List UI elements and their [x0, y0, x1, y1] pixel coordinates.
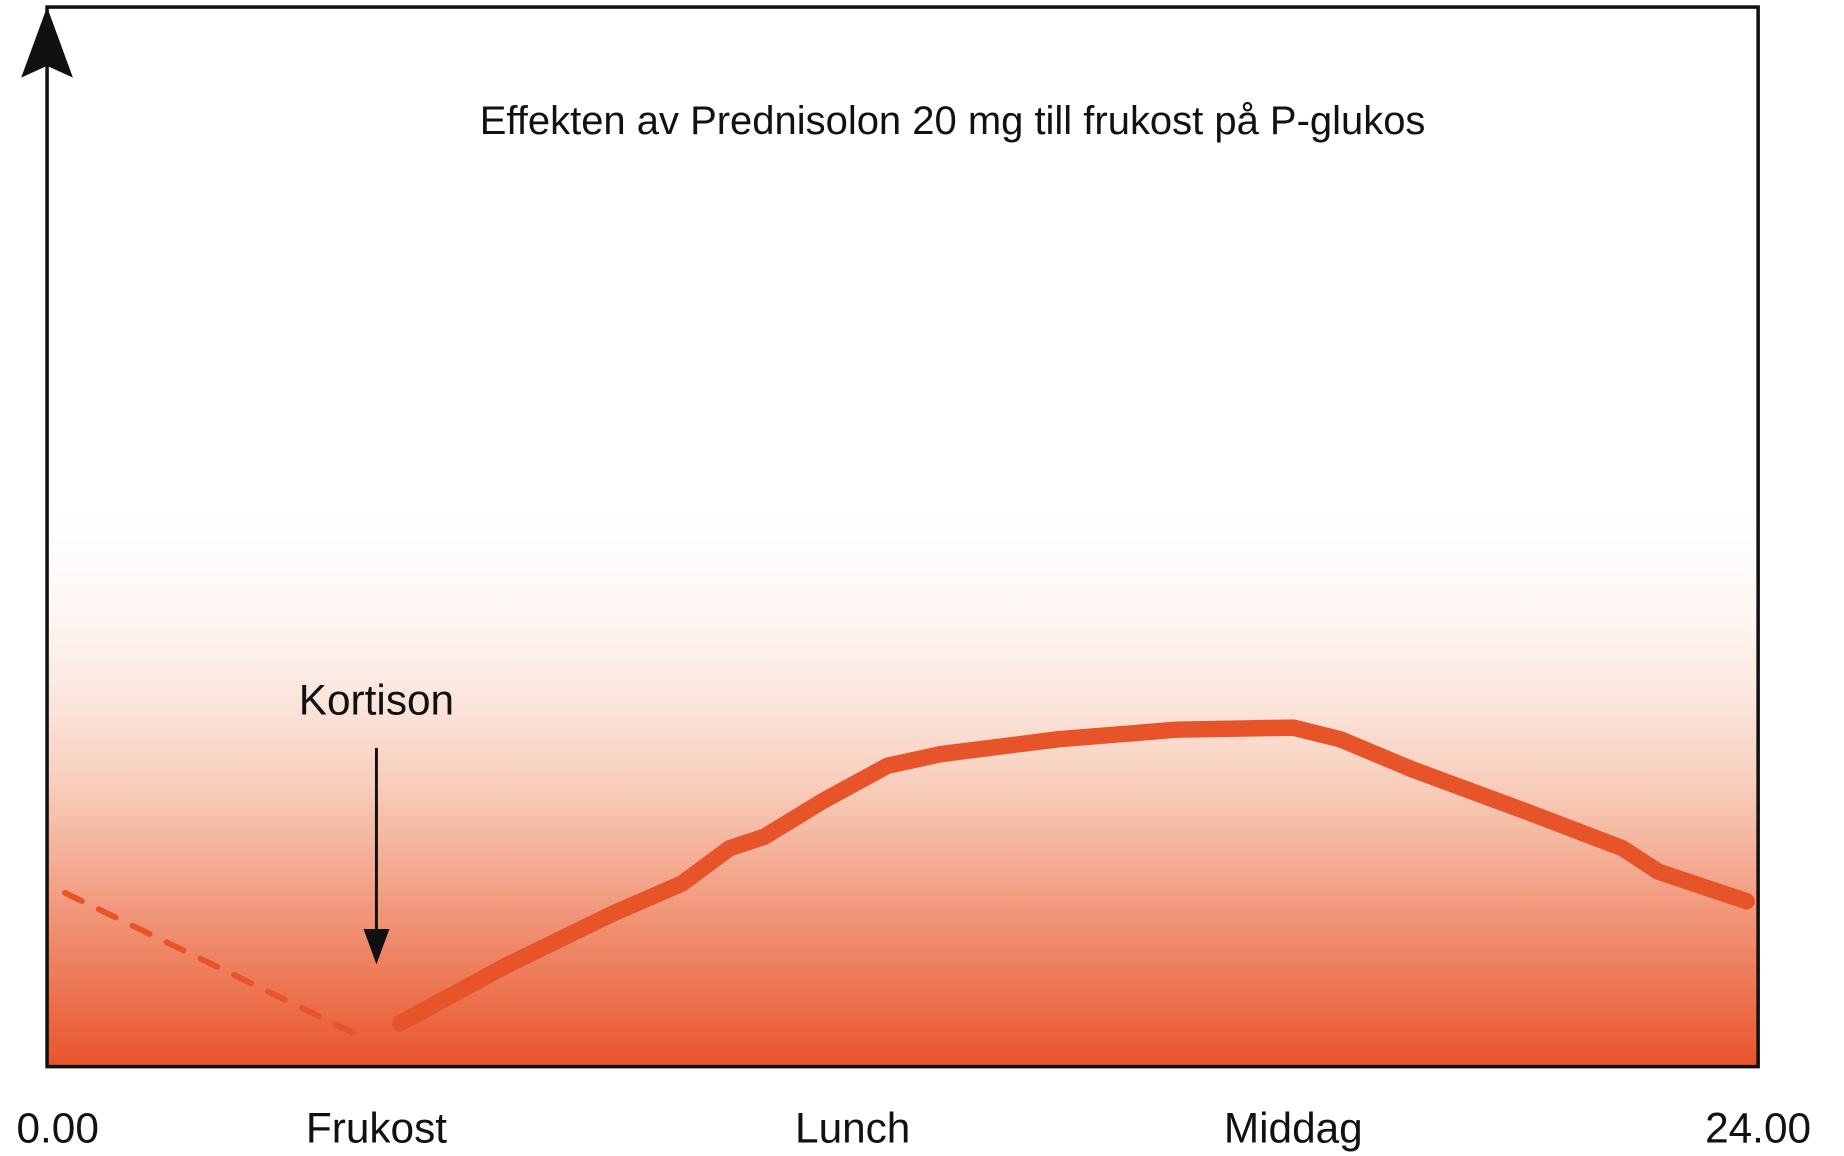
dashed-line: [61, 889, 356, 1036]
x-tick-label: 24.00: [1705, 1104, 1811, 1151]
x-tick-label: Middag: [1224, 1104, 1363, 1151]
annotation-arrow-head: [363, 929, 390, 965]
line: [391, 719, 1755, 1032]
x-tick-label: 0.00: [16, 1104, 98, 1151]
chart-title: Effekten av Prednisolon 20 mg till fruko…: [480, 99, 1426, 143]
y-axis-arrow: [21, 7, 73, 78]
x-tick-label: Lunch: [795, 1104, 910, 1151]
x-tick-label: Frukost: [306, 1104, 447, 1151]
plot-frame: [45, 5, 1760, 1069]
plot-background: [47, 7, 1759, 1067]
annotation: Kortison: [299, 676, 454, 723]
